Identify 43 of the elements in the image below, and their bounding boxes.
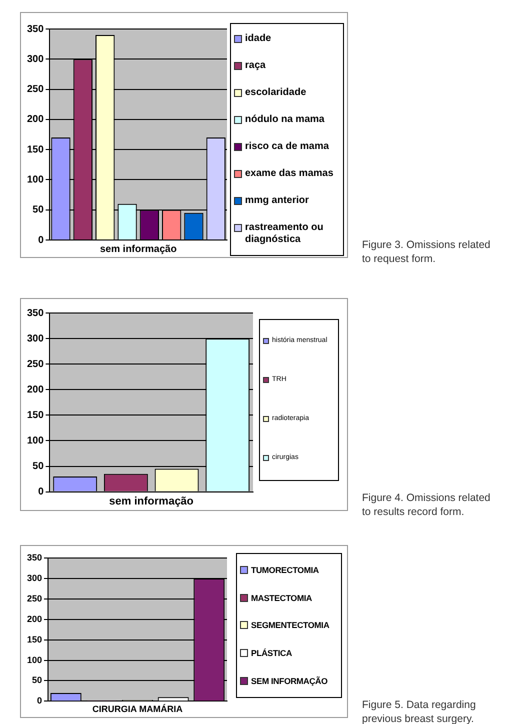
- y-tick-label: 200: [26, 384, 44, 396]
- legend-label: MASTECTOMIA: [251, 592, 312, 603]
- caption: Figure 5. Data regarding previous breast surgery.: [362, 698, 477, 724]
- y-tick-label: 150: [26, 634, 42, 644]
- caption: Figure 3. Omissions related to request form.: [362, 238, 492, 266]
- y-tick-label: 50: [32, 461, 44, 472]
- y-tick-label: 150: [26, 144, 44, 156]
- y-tick-label: 200: [26, 614, 42, 624]
- y-tick-label: 200: [26, 114, 44, 126]
- legend-label: exame das mamas: [245, 168, 334, 180]
- y-tick-label: 300: [26, 54, 44, 65]
- y-tick-label: 250: [26, 593, 42, 604]
- y-tick-label: 100: [26, 654, 42, 665]
- legend-label: nódulo na mama: [245, 114, 324, 126]
- y-tick-label: 50: [32, 675, 42, 686]
- legend-label: rastreamento ou diagnóstica: [245, 222, 324, 246]
- y-tick-label: 350: [26, 308, 44, 319]
- legend-label: idade: [245, 33, 272, 46]
- y-tick-label: 50: [32, 204, 44, 216]
- y-tick-label: 250: [26, 84, 44, 96]
- y-tick-label: 0: [37, 696, 42, 706]
- x-axis-title: sem informação: [109, 495, 194, 508]
- legend-label: SEM INFORMAÇÃO: [251, 676, 328, 686]
- legend-label: mmg anterior: [245, 194, 309, 207]
- y-tick-label: 300: [26, 572, 42, 583]
- x-axis-title: sem informação: [100, 244, 177, 255]
- y-tick-label: 100: [26, 174, 44, 186]
- legend-label: escolaridade: [245, 87, 306, 100]
- legend-label: raça: [245, 60, 266, 72]
- y-tick-label: 350: [26, 552, 42, 562]
- caption: Figure 4. Omissions related to results record form.: [362, 491, 492, 519]
- y-tick-label: 0: [38, 234, 44, 246]
- y-tick-label: 250: [26, 358, 44, 370]
- legend-label: TUMORECTOMIA: [251, 564, 319, 575]
- y-tick-label: 300: [26, 333, 44, 344]
- y-tick-label: 0: [38, 486, 44, 498]
- x-axis-title: CIRURGIA MAMÁRIA: [92, 704, 184, 714]
- y-tick-label: 150: [26, 410, 44, 421]
- legend-label: PLÁSTICA: [251, 648, 292, 658]
- legend-label: SEGMENTECTOMIA: [251, 620, 330, 631]
- legend-label: risco ca de mama: [245, 140, 329, 153]
- y-tick-label: 100: [26, 435, 44, 446]
- y-tick-label: 350: [26, 24, 44, 35]
